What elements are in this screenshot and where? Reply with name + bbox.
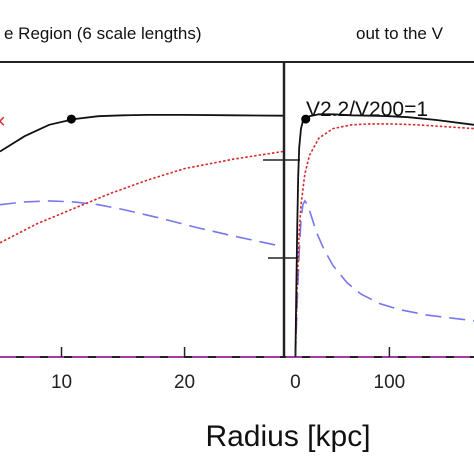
x-axis-label: Radius [kpc] [205, 420, 370, 453]
panel-1-x-tick-label-1: 20 [174, 372, 195, 393]
panel-2-marker-0 [301, 114, 311, 124]
panel-2-series-1-line [294, 123, 474, 358]
clipped-legend-glyph: × [0, 111, 6, 133]
panel-1-frame [0, 61, 286, 358]
panel-2-x-tick-label-1: 100 [374, 372, 406, 393]
y-tick-marks [263, 159, 300, 259]
panel-2-series-0-line [294, 113, 474, 358]
panel-1-series-1-line [0, 150, 284, 244]
x-tick-labels: 10 20 0 100 [51, 372, 405, 393]
panel-2-plot [286, 113, 474, 358]
panel-2-x-tick-label-0: 0 [290, 372, 301, 393]
panel-1-title: e Region (6 scale lengths) [4, 24, 202, 43]
panel-2-annotation: V2.2/V200=1 [306, 98, 428, 121]
panel-1-series-0-line [0, 114, 284, 153]
panel-1-series-2-line [0, 200, 284, 248]
panel-1-marker-0 [66, 114, 76, 124]
panel-2-title: out to the V [356, 24, 444, 43]
panel-2-series-2-line [294, 199, 474, 358]
panel-1-plot [0, 114, 284, 358]
panel-1-x-tick-label-0: 10 [51, 372, 72, 393]
